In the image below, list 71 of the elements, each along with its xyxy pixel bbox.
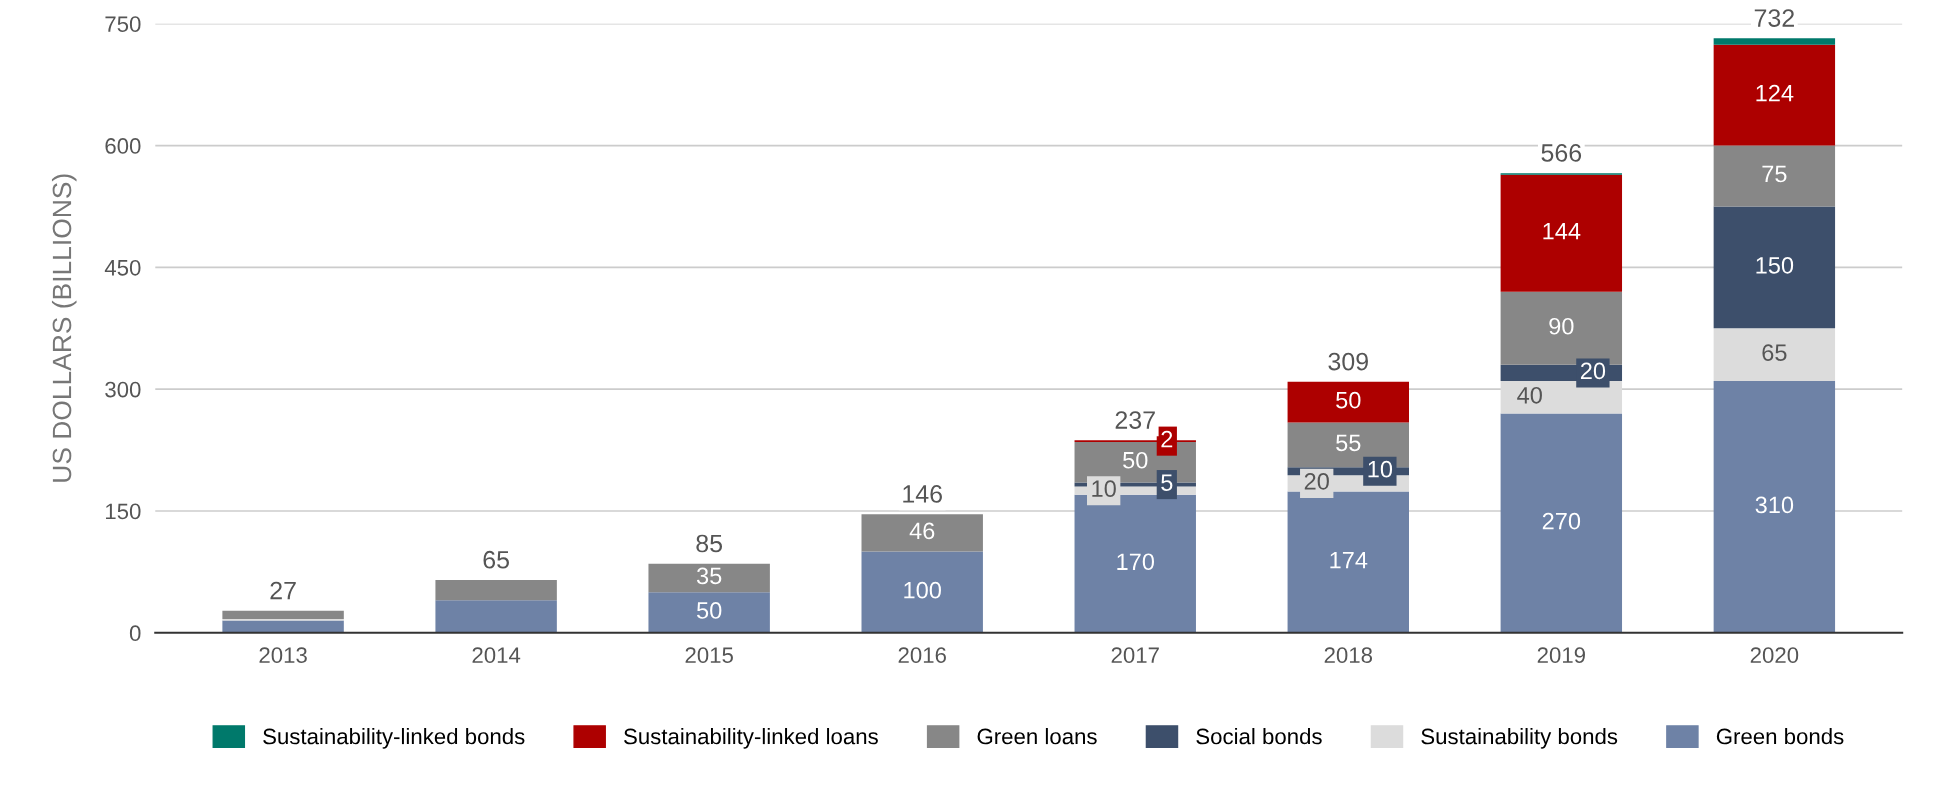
bar — [648, 563, 770, 593]
data-label: 270 — [1542, 512, 1581, 530]
bar — [1713, 44, 1836, 146]
bar — [1713, 328, 1836, 382]
bar — [1287, 381, 1409, 423]
bar — [435, 580, 557, 601]
x-tick-label: 2016 — [898, 647, 946, 664]
bar — [435, 600, 557, 633]
bar — [1713, 206, 1836, 329]
bar — [1500, 413, 1623, 633]
bar — [222, 620, 344, 633]
data-label: 174 — [1330, 552, 1368, 569]
legend-label: Social bonds — [1196, 728, 1322, 745]
y-tick-label: 0 — [129, 625, 141, 642]
data-label: 65 — [1762, 344, 1787, 361]
data-label: 310 — [1755, 496, 1794, 514]
legend-label: Green bonds — [1716, 728, 1844, 745]
data-label: 170 — [1117, 553, 1155, 571]
x-tick-label: 2019 — [1537, 647, 1585, 664]
data-label: 124 — [1756, 84, 1794, 102]
y-tick-label: 750 — [105, 16, 141, 32]
y-tick-label: 450 — [104, 259, 141, 276]
y-tick-label: 300 — [105, 381, 141, 398]
total-label: 65 — [483, 550, 509, 569]
data-label: 50 — [1336, 391, 1361, 409]
data-label: 50 — [1123, 451, 1148, 469]
y-tick-label: 150 — [106, 503, 141, 520]
data-label: 50 — [696, 602, 722, 619]
data-label: 5 — [1161, 474, 1173, 491]
bar — [861, 514, 983, 552]
y-axis-title: US DOLLARS (BILLIONS) — [51, 174, 77, 482]
legend-label: Sustainability-linked bonds — [263, 728, 525, 749]
data-label: 55 — [1336, 434, 1361, 452]
total-label: 146 — [903, 485, 942, 503]
data-label: 75 — [1762, 165, 1787, 183]
data-label: 150 — [1756, 256, 1794, 274]
y-tick-label: 600 — [105, 138, 141, 154]
data-label: 90 — [1549, 317, 1574, 335]
total-label: 27 — [270, 581, 296, 600]
data-label: 46 — [909, 522, 935, 540]
bar — [1713, 145, 1836, 207]
x-tick-label: 2013 — [259, 647, 307, 664]
data-label: 144 — [1543, 223, 1581, 240]
bar — [1287, 491, 1409, 633]
x-tick-label: 2020 — [1750, 647, 1799, 664]
total-label: 732 — [1754, 9, 1794, 27]
x-tick-label: 2015 — [685, 647, 733, 664]
data-label: 35 — [696, 567, 722, 585]
bar — [1713, 381, 1836, 633]
x-tick-label: 2014 — [472, 647, 521, 664]
total-label: 237 — [1115, 411, 1155, 429]
x-tick-label: 2017 — [1111, 647, 1159, 664]
data-label: 40 — [1517, 386, 1542, 404]
total-label: 85 — [696, 534, 723, 553]
data-label: 100 — [904, 581, 941, 599]
legend-label: Sustainability-linked loans — [624, 728, 878, 749]
bar — [1713, 38, 1836, 45]
data-label: 10 — [1092, 480, 1116, 498]
legend-label: Green loans — [977, 728, 1097, 745]
bar — [222, 610, 344, 619]
bar — [648, 592, 770, 633]
bar — [861, 551, 983, 633]
bar — [1500, 174, 1623, 292]
total-label: 309 — [1328, 352, 1368, 371]
data-label: 10 — [1368, 460, 1393, 478]
x-tick-label: 2018 — [1324, 647, 1373, 664]
data-label: 20 — [1304, 472, 1329, 490]
total-label: 566 — [1541, 144, 1582, 162]
data-label: 20 — [1580, 362, 1606, 380]
legend-label: Sustainability bonds — [1421, 728, 1618, 749]
data-label: 2 — [1161, 430, 1173, 448]
